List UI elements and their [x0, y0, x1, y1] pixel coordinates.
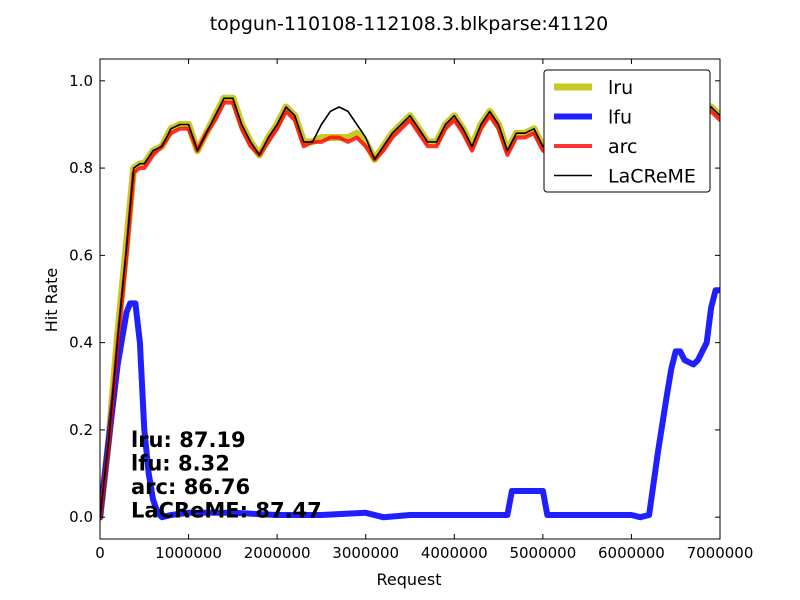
y-axis-label: Hit Rate [42, 268, 61, 333]
annotation-label: lfu: [131, 452, 178, 476]
annotation-label: arc: [131, 475, 184, 499]
x-tick-label: 1000000 [155, 544, 222, 562]
annotation-label: lru: [131, 428, 179, 452]
y-tick-label: 1.0 [69, 72, 93, 90]
legend-label-lfu: lfu [608, 107, 632, 129]
x-tick-label: 0 [95, 544, 105, 562]
legend-box [543, 69, 711, 193]
legend-label-arc: arc [608, 136, 637, 158]
x-tick-label: 5000000 [509, 544, 576, 562]
plot-frame [99, 58, 721, 540]
annotation-value: 86.76 [184, 475, 250, 499]
annotation-lfu: lfu: 8.32 [131, 452, 230, 476]
x-tick-label: 6000000 [598, 544, 665, 562]
annotation-lru: lru: 87.19 [131, 428, 246, 452]
chart-title: topgun-110108-112108.3.blkparse:41120 [210, 13, 609, 35]
y-tick-label: 0.6 [69, 246, 93, 264]
annotation-value: 87.19 [179, 428, 245, 452]
x-tick-label: 4000000 [421, 544, 488, 562]
y-tick-label: 0.0 [69, 508, 93, 526]
y-tick-label: 0.2 [69, 421, 93, 439]
annotation-value: 87.47 [255, 499, 321, 523]
legend: lru lfu arc LaCReME [543, 69, 711, 193]
annotation-lacreme: LaCReME: 87.47 [131, 499, 322, 523]
x-tick-label: 2000000 [244, 544, 311, 562]
annotation-arc: arc: 86.76 [131, 475, 250, 499]
plot-area: 0 1000000 2000000 3000000 4000000 5000000 6000… [69, 58, 754, 562]
annotation-value: 8.32 [178, 452, 230, 476]
legend-label-lru: lru [608, 77, 633, 99]
x-tick-label: 3000000 [332, 544, 399, 562]
y-tick-label: 0.8 [69, 159, 93, 177]
legend-label-lacreme: LaCReME [608, 166, 696, 188]
x-axis-label: Request [377, 570, 442, 589]
annotation-label: LaCReME: [131, 499, 255, 523]
x-tick-label: 7000000 [687, 544, 754, 562]
series-line-lfu [100, 287, 720, 521]
y-tick-label: 0.4 [69, 334, 93, 352]
